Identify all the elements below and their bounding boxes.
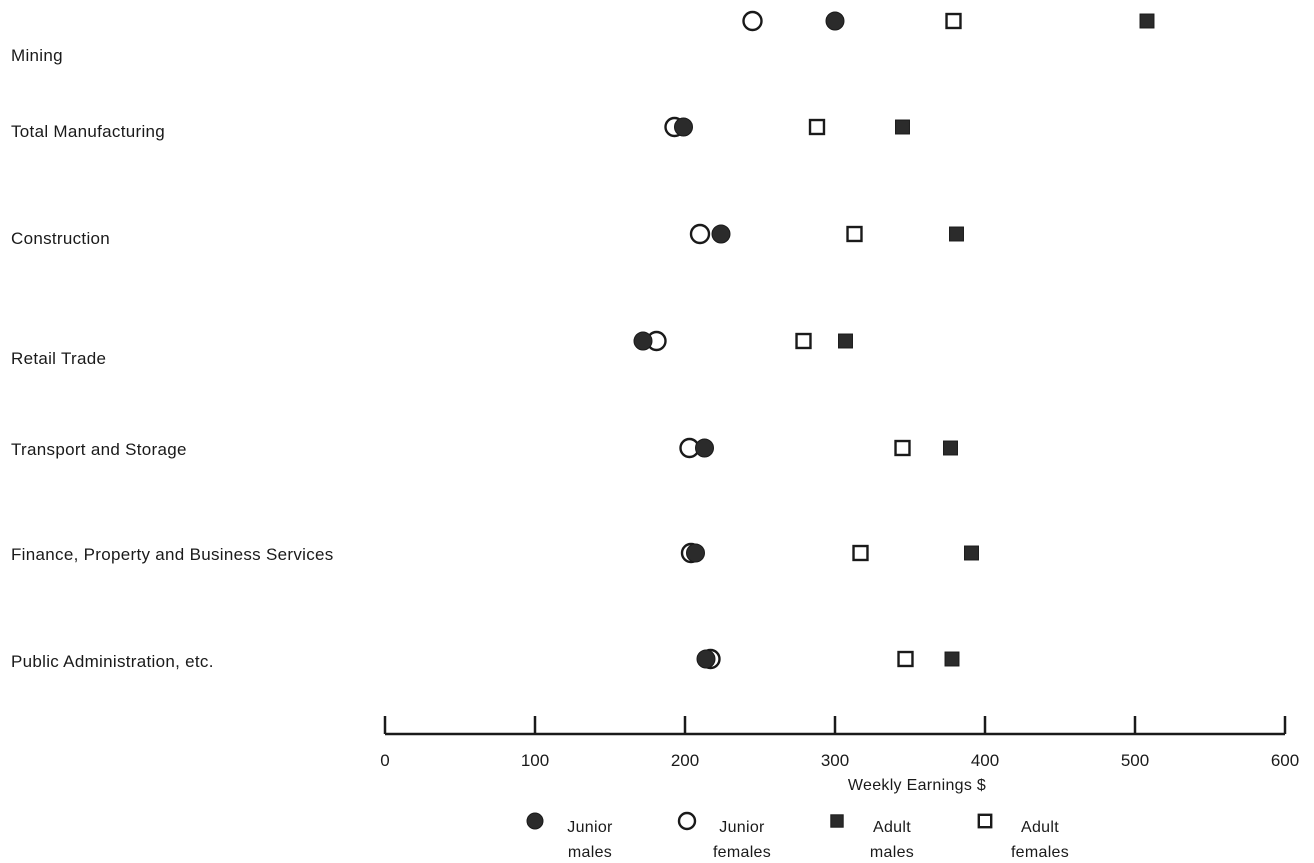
x-axis: 0 100 200 300 400 500 600 bbox=[380, 716, 1299, 770]
x-tick-label: 300 bbox=[821, 751, 849, 770]
legend-label: males bbox=[568, 844, 612, 861]
legend-item: Junior males bbox=[526, 812, 613, 861]
marker-open-square bbox=[795, 332, 812, 350]
x-tick-label: 600 bbox=[1271, 751, 1299, 770]
plot-markers bbox=[633, 10, 1155, 670]
marker-filled-square bbox=[838, 333, 853, 349]
marker-filled-circle bbox=[674, 117, 693, 137]
x-ticks: 0 100 200 300 400 500 600 bbox=[380, 716, 1299, 770]
category-label: Transport and Storage bbox=[11, 440, 187, 459]
marker-open-square bbox=[852, 544, 869, 562]
marker-open-square bbox=[894, 439, 911, 457]
category-label: Total Manufacturing bbox=[11, 122, 165, 141]
legend-marker-open-square bbox=[977, 813, 993, 829]
legend-marker-filled-circle bbox=[526, 812, 544, 830]
category-label: Construction bbox=[11, 229, 110, 248]
legend-label: females bbox=[713, 844, 771, 861]
category-label: Finance, Property and Business Services bbox=[11, 545, 334, 564]
marker-open-square bbox=[897, 650, 914, 668]
category-label: Retail Trade bbox=[11, 349, 106, 368]
marker-open-square bbox=[945, 12, 962, 30]
x-tick-label: 400 bbox=[971, 751, 999, 770]
marker-open-circle bbox=[689, 223, 711, 245]
marker-filled-square bbox=[964, 545, 979, 561]
marker-filled-square bbox=[949, 226, 964, 242]
marker-open-circle bbox=[742, 10, 763, 32]
legend-label: females bbox=[1011, 844, 1069, 861]
legend-label: Adult bbox=[1021, 819, 1059, 836]
legend-label: Junior bbox=[719, 819, 765, 836]
x-tick-label: 500 bbox=[1121, 751, 1149, 770]
marker-filled-square bbox=[1139, 13, 1155, 29]
marker-filled-circle bbox=[696, 649, 716, 669]
legend-label: males bbox=[870, 844, 914, 861]
x-axis-title: Weekly Earnings $ bbox=[848, 777, 986, 794]
legend-marker-filled-square bbox=[830, 814, 844, 828]
marker-filled-circle bbox=[711, 224, 731, 244]
marker-filled-square bbox=[943, 440, 958, 456]
x-tick-label: 0 bbox=[380, 751, 389, 770]
marker-filled-circle bbox=[695, 438, 714, 458]
marker-filled-circle bbox=[825, 11, 845, 31]
x-tick-label: 100 bbox=[521, 751, 549, 770]
legend-marker-open-circle bbox=[677, 811, 697, 831]
legend-item: Junior females bbox=[677, 811, 771, 861]
marker-filled-circle bbox=[686, 543, 705, 563]
x-tick-label: 200 bbox=[671, 751, 699, 770]
legend-label: Junior bbox=[567, 819, 613, 836]
marker-filled-circle bbox=[633, 331, 653, 351]
legend: Junior males Junior females Adult males Adult f… bbox=[526, 811, 1069, 861]
marker-filled-square bbox=[895, 119, 910, 135]
marker-open-square bbox=[808, 118, 826, 136]
legend-item: Adult females bbox=[977, 813, 1069, 861]
legend-label: Adult bbox=[873, 819, 911, 836]
marker-filled-square bbox=[944, 651, 960, 667]
category-labels: Mining Total Manufacturing Construction Ret… bbox=[11, 46, 334, 671]
marker-open-square bbox=[846, 225, 863, 243]
category-label: Mining bbox=[11, 46, 63, 65]
legend-item: Adult males bbox=[830, 814, 914, 861]
category-label: Public Administration, etc. bbox=[11, 652, 214, 671]
